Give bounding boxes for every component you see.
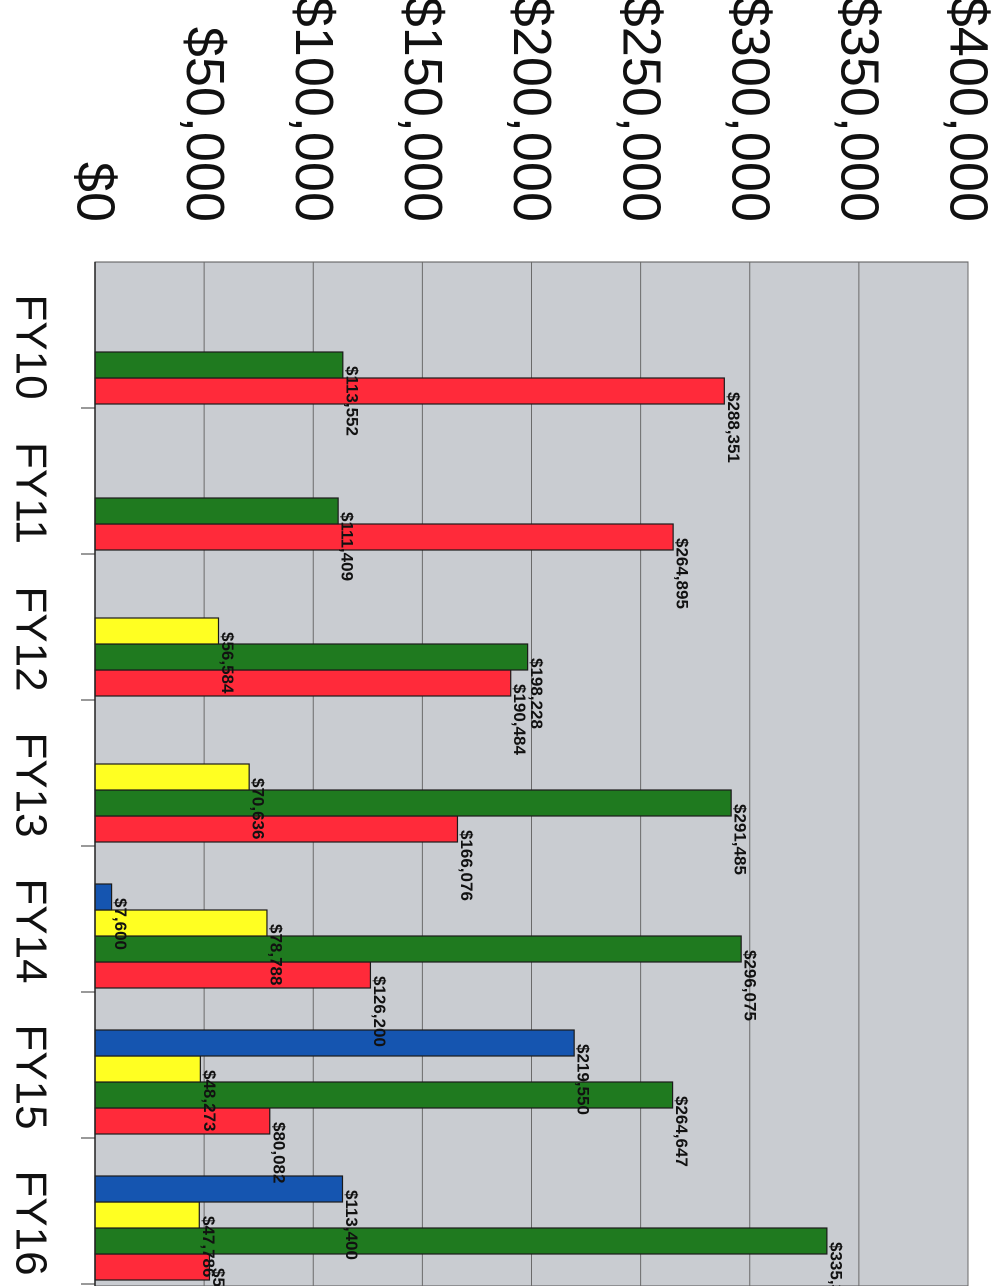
category-axis: FY10 FY11 FY12 FY13 FY14 FY15 FY16 <box>6 262 96 1286</box>
data-label: $264,895 <box>673 538 692 609</box>
data-label: $219,550 <box>574 1044 593 1115</box>
data-label: $264,647 <box>672 1096 691 1167</box>
bar <box>94 1029 575 1057</box>
bar <box>94 1253 211 1281</box>
data-label: $56,584 <box>218 632 237 694</box>
value-tick-label: $50,000 <box>175 27 235 222</box>
category-label: FY12 <box>6 586 55 691</box>
bar <box>94 909 268 937</box>
bar <box>94 1081 674 1109</box>
data-label: $113,552 <box>342 366 361 436</box>
value-tick-label: $300,000 <box>720 0 780 222</box>
bar <box>94 523 674 551</box>
data-label: $113,400 <box>342 1190 361 1260</box>
data-label: $111,409 <box>338 512 357 581</box>
bar <box>94 1175 344 1203</box>
value-tick-label: $250,000 <box>611 0 671 222</box>
data-label: $7,600 <box>111 898 130 950</box>
category-label: FY11 <box>6 442 55 544</box>
bar <box>94 763 250 791</box>
data-label: $296,075 <box>741 950 760 1021</box>
bar <box>94 1201 200 1229</box>
data-label: $335,347 <box>826 1242 845 1286</box>
data-label: $198,228 <box>527 658 546 729</box>
bar <box>94 789 732 817</box>
bar <box>94 883 113 911</box>
bar <box>94 669 512 697</box>
data-label: $80,082 <box>269 1122 288 1183</box>
data-label: $78,788 <box>266 924 285 985</box>
data-label: $47,786 <box>199 1216 218 1277</box>
bar <box>94 1055 201 1083</box>
category-label: FY10 <box>6 294 55 399</box>
bar <box>94 815 459 843</box>
data-label: $52,445 <box>209 1268 228 1286</box>
bar <box>94 351 344 379</box>
bar <box>94 961 372 989</box>
category-label: FY13 <box>6 732 55 837</box>
data-label: $288,351 <box>724 392 743 463</box>
value-tick-label: $0 <box>66 162 126 222</box>
value-tick-label: $150,000 <box>393 0 453 222</box>
bar <box>94 377 725 405</box>
bars <box>94 351 828 1281</box>
category-label: FY15 <box>6 1024 55 1129</box>
bar <box>94 497 339 525</box>
bar <box>94 1107 271 1135</box>
data-label: $291,485 <box>731 804 750 875</box>
value-axis: $0 $50,000 $100,000 $150,000 $200,000 $250,00… <box>66 0 999 222</box>
data-label: $190,484 <box>510 684 529 755</box>
category-label: FY16 <box>6 1170 55 1275</box>
bar <box>94 935 742 963</box>
data-label: $166,076 <box>457 830 476 901</box>
value-tick-label: $200,000 <box>502 0 562 222</box>
value-tick-label: $100,000 <box>284 0 344 222</box>
data-label: $126,200 <box>370 976 389 1047</box>
data-label: $70,636 <box>249 778 268 839</box>
bar <box>94 643 529 671</box>
bar <box>94 1227 828 1255</box>
bar <box>94 617 220 645</box>
value-tick-label: $400,000 <box>939 0 999 222</box>
value-tick-label: $350,000 <box>830 0 890 222</box>
data-label: $48,273 <box>200 1070 219 1131</box>
category-label: FY14 <box>6 878 55 983</box>
data-labels: $288,351 $113,552 $264,895 $111,409 $190,484… <box>111 366 845 1286</box>
